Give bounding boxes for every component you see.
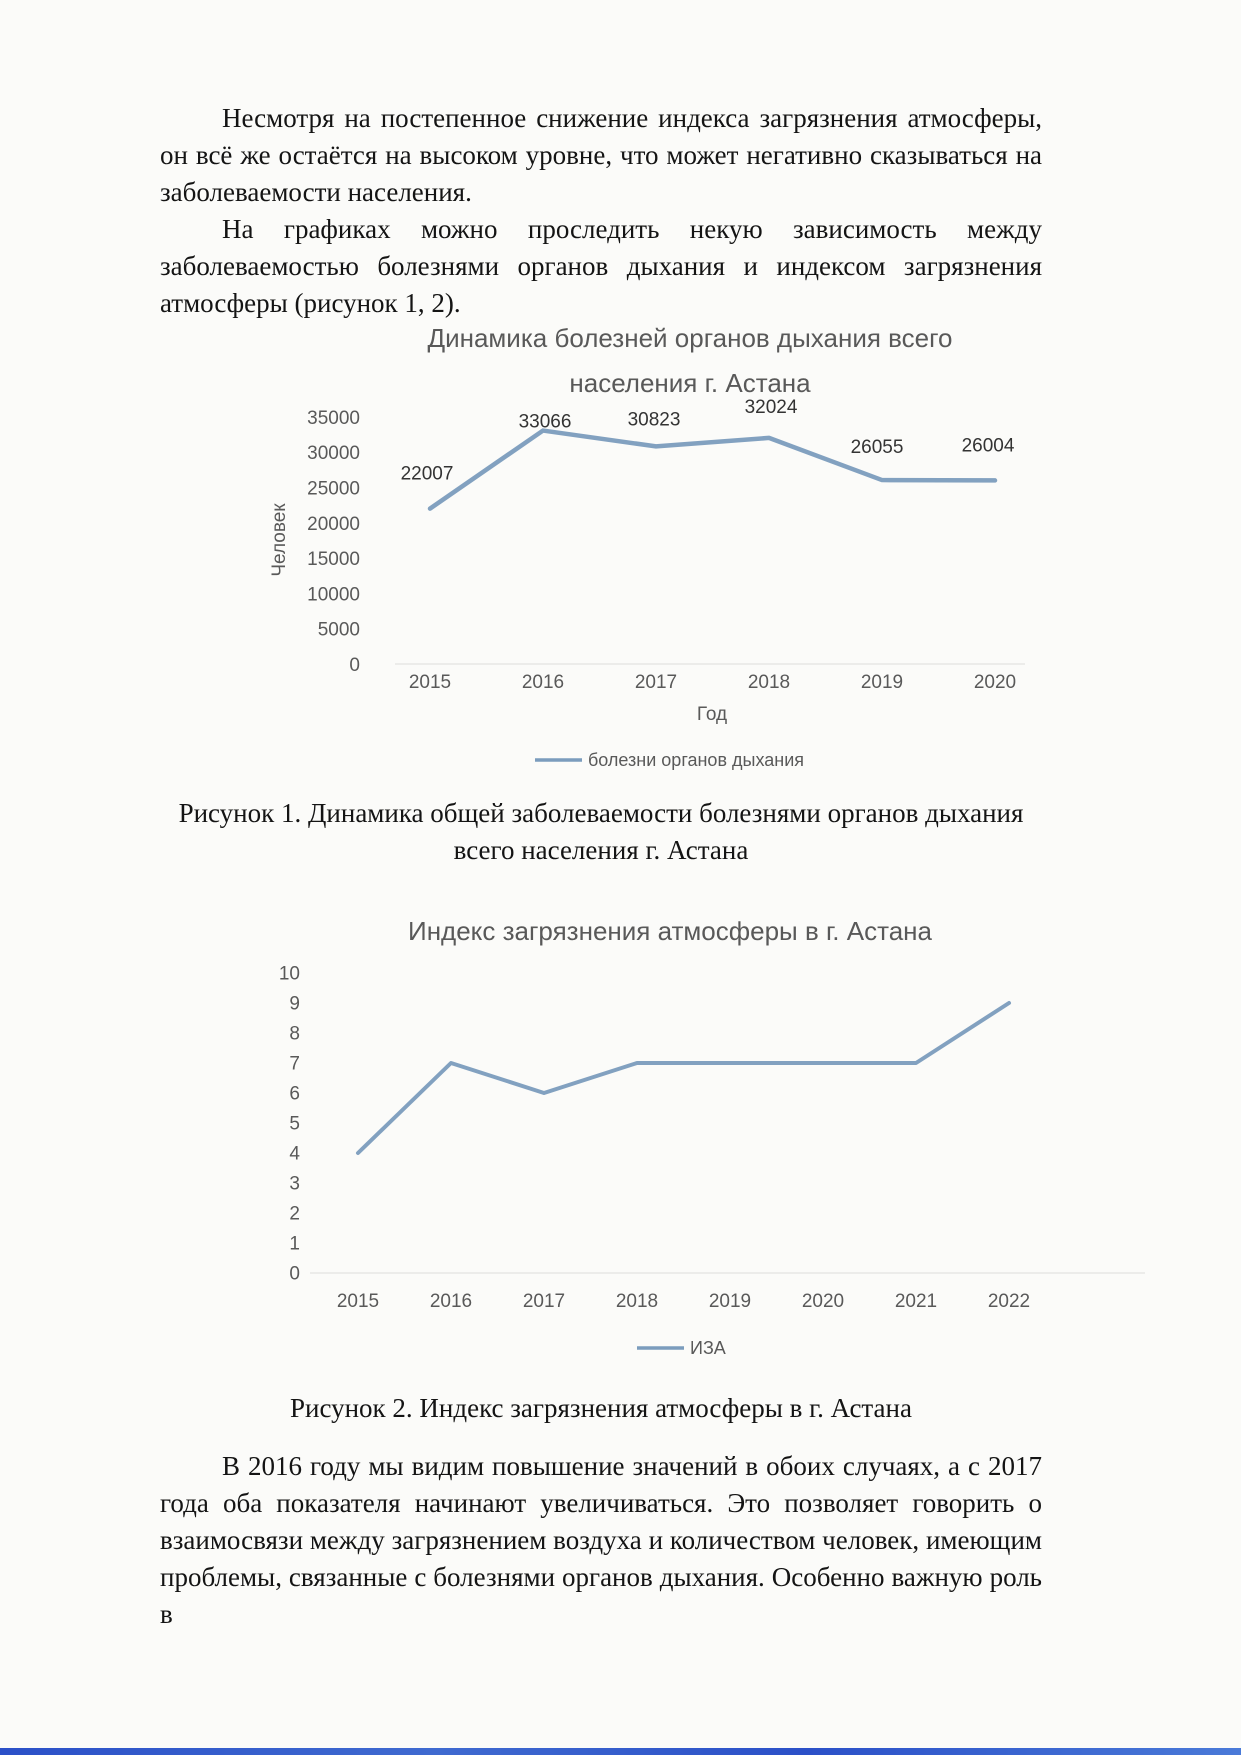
y-axis-tick-label: 30000 [307,443,360,464]
y-axis-title: Человек [269,503,290,577]
y-axis-tick-label: 35000 [307,408,360,429]
x-axis-title: Год [697,704,727,725]
y-axis-tick-label: 25000 [307,479,360,500]
paragraph-1: Несмотря на постепенное снижение индекса… [160,103,1042,207]
data-point-label: 26004 [962,435,1015,456]
data-point-label: 22007 [401,464,454,485]
chart-title: Индекс загрязнения атмосферы в г. Астана [408,916,933,946]
x-axis-tick-label: 2016 [430,1291,472,1312]
y-axis-tick-label: 3 [289,1174,300,1195]
data-point-label: 33066 [519,412,572,433]
x-axis-tick-label: 2015 [409,672,451,693]
legend-label: болезни органов дыхания [588,750,804,770]
x-axis-tick-label: 2021 [895,1291,937,1312]
figure-2-caption: Рисунок 2. Индекс загрязнения атмосферы … [290,1393,912,1423]
legend-label: ИЗА [690,1338,726,1358]
x-axis-tick-label: 2022 [988,1291,1030,1312]
y-axis-tick-label: 8 [289,1024,300,1045]
air-pollution-index-line-chart: Индекс загрязнения атмосферы в г. Астана… [279,916,1145,1358]
y-axis-tick-label: 0 [349,655,360,676]
y-axis-tick-label: 15000 [307,549,360,570]
chart-title: Динамика болезней органов дыхания всего [427,323,952,353]
x-axis-tick-label: 2015 [337,1291,379,1312]
respiratory-diseases-line-chart: Динамика болезней органов дыхания всего н… [269,323,1025,770]
y-axis-tick-label: 10 [279,964,300,985]
y-axis-tick-label: 10000 [307,584,360,605]
paragraph-3: В 2016 году мы видим повышение значений … [160,1451,1042,1629]
x-axis-tick-label: 2018 [616,1291,658,1312]
figure-1-respiratory-diseases-chart: Динамика болезней органов дыхания всего н… [235,285,1035,785]
y-axis-tick-label: 2 [289,1204,300,1225]
data-series-line [356,1001,1011,1155]
chart-title: населения г. Астана [569,368,811,398]
x-axis-tick-label: 2019 [709,1291,751,1312]
x-axis-tick-label: 2018 [748,672,790,693]
y-axis-tick-label: 1 [289,1234,300,1255]
scan-edge-artifact [0,1748,1241,1755]
y-axis-tick-label: 5 [289,1114,300,1135]
figure-2-air-pollution-index-chart: Индекс загрязнения атмосферы в г. Астана… [240,900,1160,1370]
figure-1-caption: Рисунок 1. Динамика общей заболеваемости… [178,798,1024,865]
x-axis-tick-label: 2019 [861,672,903,693]
data-point-label: 32024 [745,397,798,418]
y-axis-tick-label: 6 [289,1084,300,1105]
x-axis-tick-label: 2020 [802,1291,844,1312]
x-axis-tick-label: 2017 [523,1291,565,1312]
data-point-label: 26055 [851,437,904,458]
y-axis-tick-label: 20000 [307,514,360,535]
x-axis-tick-label: 2020 [974,672,1016,693]
paragraph-2: На графиках можно проследить некую завис… [160,214,1042,318]
y-axis-tick-label: 0 [289,1264,300,1285]
y-axis-tick-label: 9 [289,994,300,1015]
data-series-line [427,428,998,511]
y-axis-tick-label: 4 [289,1144,300,1165]
y-axis-tick-label: 7 [289,1054,300,1075]
data-point-label: 30823 [628,409,681,430]
x-axis-tick-label: 2016 [522,672,564,693]
x-axis-tick-label: 2017 [635,672,677,693]
y-axis-tick-label: 5000 [318,620,360,641]
